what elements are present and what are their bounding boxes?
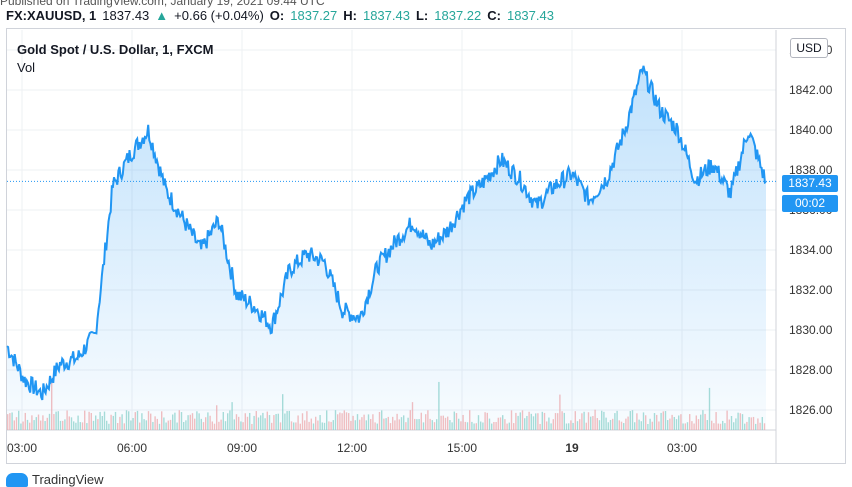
- x-tick-label: 03:00: [667, 441, 697, 455]
- published-line: Published on TradingView.com, January 19…: [0, 0, 325, 8]
- x-tick-label: 12:00: [337, 441, 367, 455]
- countdown-tag: 00:02: [782, 195, 838, 212]
- y-tick-label: 1842.00: [789, 83, 833, 97]
- x-tick-label: 06:00: [117, 441, 147, 455]
- price-area: [7, 65, 766, 431]
- low-label: L:: [415, 7, 429, 23]
- close-value: 1837.43: [506, 7, 554, 23]
- tradingview-logo-icon: [6, 472, 28, 487]
- symbol: FX:XAUUSD, 1: [6, 7, 97, 23]
- open-label: O:: [269, 7, 285, 23]
- x-tick-label: 19: [565, 441, 579, 455]
- y-tick-label: 1838.00: [789, 163, 833, 177]
- price-line: [6, 65, 767, 401]
- chart-title: Gold Spot / U.S. Dollar, 1, FXCM: [17, 42, 214, 57]
- footer[interactable]: TradingView: [6, 472, 104, 487]
- y-tick-label: 1830.00: [789, 323, 833, 337]
- high-label: H:: [343, 7, 357, 23]
- price-change: +0.66 (+0.04%): [174, 7, 264, 23]
- last-price: 1837.43: [102, 7, 150, 23]
- change-arrow-icon: ▲: [155, 7, 169, 23]
- y-tick-label: 1840.00: [789, 123, 833, 137]
- low-value: 1837.22: [434, 7, 482, 23]
- volume-label: Vol: [17, 60, 36, 75]
- close-label: C:: [487, 7, 501, 23]
- currency-button[interactable]: USD: [790, 38, 828, 58]
- symbol-bar: FX:XAUUSD, 1 1837.43 ▲ +0.66 (+0.04%) O:…: [6, 6, 554, 24]
- chart-frame: [6, 28, 846, 464]
- high-value: 1837.43: [362, 7, 410, 23]
- price-tag: 1837.43: [782, 175, 838, 192]
- x-tick-label: 09:00: [227, 441, 257, 455]
- y-tick-label: 1828.00: [789, 363, 833, 377]
- open-value: 1837.27: [290, 7, 338, 23]
- y-tick-label: 1826.00: [789, 403, 833, 417]
- x-tick-label: 03:00: [7, 441, 37, 455]
- y-tick-label: 1834.00: [789, 243, 833, 257]
- footer-brand: TradingView: [32, 472, 104, 487]
- x-tick-label: 15:00: [447, 441, 477, 455]
- y-tick-label: 1832.00: [789, 283, 833, 297]
